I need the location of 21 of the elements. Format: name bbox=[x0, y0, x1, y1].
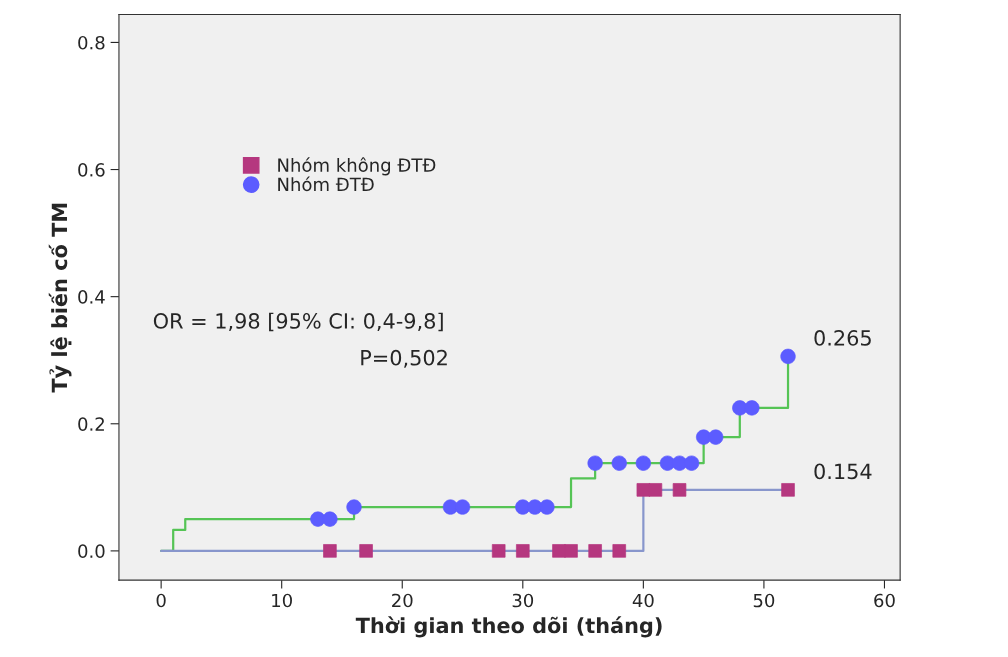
x-tick-label: 20 bbox=[392, 593, 413, 608]
y-axis-title: Tỷ lệ biến cố TM bbox=[48, 203, 72, 393]
x-tick-label: 50 bbox=[753, 593, 775, 608]
annotation: OR = 1,98 [95% CI: 0,4-9,8] bbox=[153, 312, 443, 332]
y-tick-label: 0.8 bbox=[78, 35, 105, 50]
x-tick-label: 10 bbox=[272, 593, 292, 608]
point bbox=[780, 348, 796, 365]
x-tick-label: 40 bbox=[632, 593, 654, 608]
annotation: 0.265 bbox=[814, 330, 871, 346]
y-tick-label: 0.0 bbox=[78, 544, 105, 559]
x-tick-label: 0 bbox=[156, 593, 166, 608]
annotation: 0.154 bbox=[814, 463, 872, 480]
y-tick-label: 0.6 bbox=[78, 163, 105, 177]
legend-label: Nhóm ĐTĐ bbox=[278, 176, 374, 192]
x-axis-title: Thời gian theo dõi (tháng) bbox=[355, 616, 662, 638]
x-tick-label: 60 bbox=[874, 593, 895, 608]
y-tick-label: 0.4 bbox=[78, 290, 105, 304]
legend-label: Nhóm không ĐTĐ bbox=[278, 157, 436, 176]
y-tick-label: 0.2 bbox=[78, 417, 104, 431]
annotation: P=0,502 bbox=[361, 349, 447, 368]
x-tick-label: 30 bbox=[512, 593, 534, 608]
